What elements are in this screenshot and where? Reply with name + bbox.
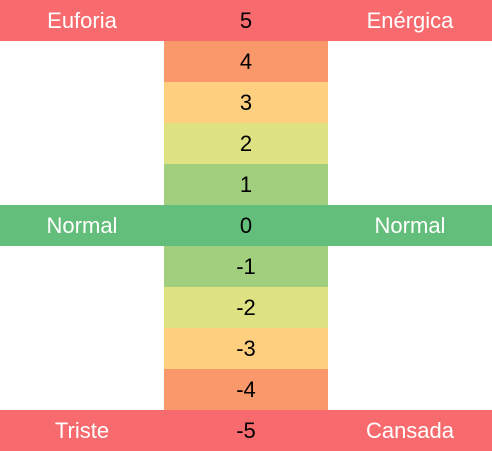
scale-row: 2 [0,123,492,164]
scale-row: 3 [0,82,492,123]
scale-value: 2 [164,123,328,164]
scale-value: -3 [164,328,328,369]
scale-left-label: Triste [54,418,110,443]
scale-value: 5 [239,8,253,33]
scale-right-label: Enérgica [366,8,454,33]
scale-value: -4 [164,369,328,410]
scale-value: 3 [164,82,328,123]
scale-row: -4 [0,369,492,410]
scale-value: 1 [164,164,328,205]
scale-value: 0 [239,213,253,238]
scale-right-label: Normal [374,213,446,238]
scale-row: Euforia 5 Enérgica [0,0,492,41]
scale-left-label: Euforia [47,8,117,33]
scale-row: Triste -5 Cansada [0,410,492,451]
scale-row: -1 [0,246,492,287]
scale-row: -3 [0,328,492,369]
scale-row: 4 [0,41,492,82]
scale-right-label: Cansada [365,418,455,443]
scale-value: -2 [164,287,328,328]
scale-row: -2 [0,287,492,328]
scale-left-label: Normal [46,213,118,238]
scale-row: 1 [0,164,492,205]
scale-value: 4 [164,41,328,82]
scale-row: Normal 0 Normal [0,205,492,246]
scale-value: -1 [164,246,328,287]
scale-value: -5 [236,418,256,443]
